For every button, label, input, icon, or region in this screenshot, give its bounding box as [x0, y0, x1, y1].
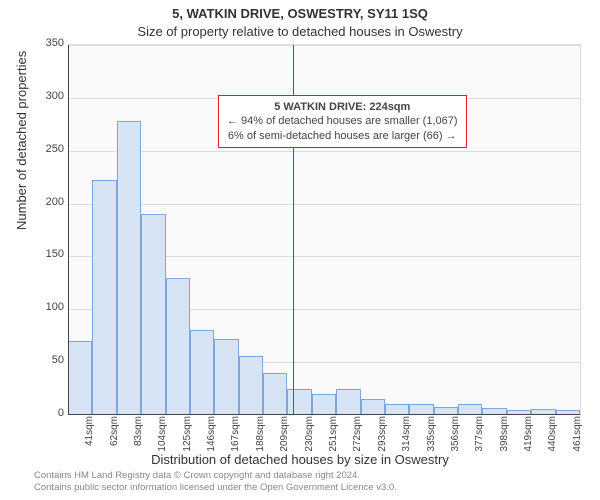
y-tick-label: 250 — [34, 143, 64, 155]
x-tick-label: 272sqm — [352, 416, 363, 456]
y-gridline — [68, 204, 580, 205]
histogram-bar — [287, 389, 311, 415]
annotation-line2: ← 94% of detached houses are smaller (1,… — [227, 115, 458, 127]
annotation-title: 5 WATKIN DRIVE: 224sqm — [274, 101, 410, 113]
chart-title: Size of property relative to detached ho… — [0, 24, 600, 39]
y-tick-label: 350 — [34, 37, 64, 49]
histogram-bar — [214, 339, 238, 415]
histogram-bar — [166, 278, 190, 415]
x-tick-label: 461sqm — [572, 416, 583, 456]
x-tick-label: 398sqm — [499, 416, 510, 456]
chart-container: 5, WATKIN DRIVE, OSWESTRY, SY11 1SQ Size… — [0, 0, 600, 500]
x-tick-label: 41sqm — [84, 416, 95, 456]
footer-line2: Contains public sector information licen… — [34, 482, 397, 493]
y-tick-label: 200 — [34, 196, 64, 208]
histogram-bar — [190, 330, 214, 415]
x-tick-label: 335sqm — [426, 416, 437, 456]
histogram-bar — [117, 121, 141, 415]
x-axis — [68, 414, 580, 415]
x-tick-label: 146sqm — [206, 416, 217, 456]
x-tick-label: 356sqm — [450, 416, 461, 456]
x-tick-label: 251sqm — [328, 416, 339, 456]
histogram-bar — [92, 180, 116, 415]
y-tick-label: 100 — [34, 301, 64, 313]
y-gridline — [68, 151, 580, 152]
x-tick-label: 314sqm — [401, 416, 412, 456]
x-tick-label: 62sqm — [109, 416, 120, 456]
plot-area: 5 WATKIN DRIVE: 224sqm ← 94% of detached… — [68, 44, 581, 415]
x-tick-label: 377sqm — [474, 416, 485, 456]
histogram-bar — [141, 214, 165, 415]
y-tick-label: 50 — [34, 354, 64, 366]
y-axis — [68, 45, 69, 415]
y-tick-label: 150 — [34, 248, 64, 260]
x-tick-label: 293sqm — [377, 416, 388, 456]
histogram-bar — [336, 389, 360, 415]
y-tick-label: 300 — [34, 90, 64, 102]
x-tick-label: 125sqm — [182, 416, 193, 456]
histogram-bar — [68, 341, 92, 415]
histogram-bar — [239, 356, 263, 415]
histogram-bar — [263, 373, 287, 415]
x-tick-label: 104sqm — [157, 416, 168, 456]
histogram-bar — [312, 394, 336, 415]
x-tick-label: 209sqm — [279, 416, 290, 456]
y-axis-title: Number of detached properties — [14, 51, 29, 230]
histogram-bar — [361, 399, 385, 415]
x-tick-label: 419sqm — [523, 416, 534, 456]
x-tick-label: 440sqm — [547, 416, 558, 456]
x-tick-label: 188sqm — [255, 416, 266, 456]
y-gridline — [68, 45, 580, 46]
y-tick-label: 0 — [34, 407, 64, 419]
x-axis-title: Distribution of detached houses by size … — [0, 452, 600, 467]
annotation-line3: 6% of semi-detached houses are larger (6… — [228, 130, 457, 142]
x-tick-label: 230sqm — [304, 416, 315, 456]
footer-attribution: Contains HM Land Registry data © Crown c… — [34, 470, 397, 494]
footer-line1: Contains HM Land Registry data © Crown c… — [34, 470, 360, 481]
x-tick-label: 83sqm — [133, 416, 144, 456]
page-title: 5, WATKIN DRIVE, OSWESTRY, SY11 1SQ — [0, 6, 600, 21]
annotation-box: 5 WATKIN DRIVE: 224sqm ← 94% of detached… — [218, 95, 467, 148]
x-tick-label: 167sqm — [230, 416, 241, 456]
